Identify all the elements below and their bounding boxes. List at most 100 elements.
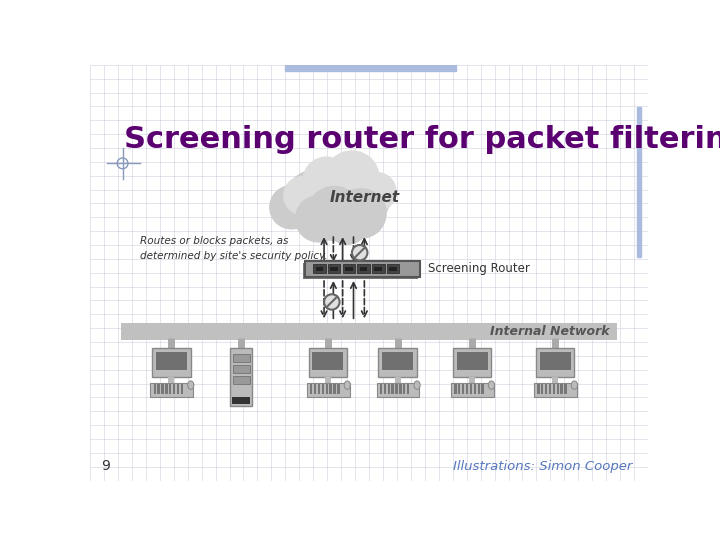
Bar <box>560 384 563 394</box>
Bar <box>454 384 456 394</box>
Bar <box>549 384 551 394</box>
Circle shape <box>285 170 344 229</box>
Bar <box>165 384 168 394</box>
Bar <box>462 384 464 394</box>
Bar <box>158 384 160 394</box>
Bar <box>233 354 250 362</box>
Text: Screening router for packet filtering: Screening router for packet filtering <box>124 125 720 154</box>
Text: Routes or blocks packets, as
determined by site's security policy.: Routes or blocks packets, as determined … <box>140 236 328 260</box>
Circle shape <box>325 201 369 244</box>
Bar <box>545 384 547 394</box>
Bar <box>469 377 475 383</box>
Bar <box>539 352 570 370</box>
Bar <box>303 264 418 279</box>
Ellipse shape <box>488 381 495 389</box>
Bar <box>378 348 417 377</box>
Bar <box>318 384 320 394</box>
Bar <box>534 383 577 397</box>
Bar <box>233 365 250 373</box>
Bar <box>389 267 397 271</box>
Circle shape <box>346 179 389 222</box>
Bar <box>360 267 367 271</box>
Bar <box>466 384 468 394</box>
Bar <box>314 384 316 394</box>
Ellipse shape <box>414 381 420 389</box>
Bar <box>458 384 461 394</box>
Bar <box>156 352 187 370</box>
Bar <box>337 384 340 394</box>
Bar <box>153 384 156 394</box>
Bar <box>230 348 252 406</box>
Bar <box>399 384 402 394</box>
Bar <box>395 377 401 383</box>
Bar <box>152 348 191 377</box>
Bar <box>552 377 558 383</box>
Bar <box>322 384 324 394</box>
Circle shape <box>336 189 386 238</box>
Bar <box>637 107 641 257</box>
Bar <box>541 384 544 394</box>
Bar <box>456 352 487 370</box>
Bar <box>345 267 353 271</box>
Bar <box>392 384 394 394</box>
Bar <box>325 384 328 394</box>
Bar <box>536 348 575 377</box>
Bar <box>553 384 555 394</box>
Ellipse shape <box>344 381 351 389</box>
Bar <box>372 264 384 273</box>
Circle shape <box>352 245 367 260</box>
Bar <box>537 384 539 394</box>
Bar <box>315 267 323 271</box>
Bar <box>333 384 336 394</box>
Bar <box>161 384 163 394</box>
Bar <box>305 261 420 276</box>
Text: Internal Network: Internal Network <box>490 325 609 338</box>
Circle shape <box>325 151 379 205</box>
Bar <box>150 383 193 397</box>
Bar <box>168 377 174 383</box>
Bar <box>453 348 492 377</box>
Bar <box>384 384 386 394</box>
Bar <box>343 264 355 273</box>
Bar <box>451 383 494 397</box>
Text: 9: 9 <box>101 459 109 473</box>
Bar <box>557 384 559 394</box>
Bar <box>387 264 399 273</box>
Bar <box>232 397 251 404</box>
Bar <box>374 267 382 271</box>
Text: Screening Router: Screening Router <box>428 262 530 275</box>
Bar <box>382 352 413 370</box>
Bar <box>169 384 171 394</box>
Ellipse shape <box>571 381 577 389</box>
Bar <box>328 264 341 273</box>
Bar <box>387 384 390 394</box>
Bar <box>325 377 331 383</box>
Bar <box>564 384 567 394</box>
Bar <box>395 384 397 394</box>
Bar <box>181 384 183 394</box>
Bar <box>307 383 350 397</box>
Bar <box>121 323 617 340</box>
Bar <box>177 384 179 394</box>
Text: Illustrations: Simon Cooper: Illustrations: Simon Cooper <box>453 460 632 473</box>
Circle shape <box>307 186 361 240</box>
Bar <box>477 384 480 394</box>
Bar <box>173 384 175 394</box>
Bar <box>482 384 484 394</box>
Circle shape <box>284 177 323 215</box>
Bar <box>380 384 382 394</box>
Circle shape <box>324 294 340 309</box>
Bar <box>407 384 409 394</box>
Bar <box>312 352 343 370</box>
Ellipse shape <box>188 381 194 389</box>
Bar <box>357 264 370 273</box>
Circle shape <box>295 195 342 242</box>
Bar <box>233 376 250 383</box>
Circle shape <box>270 186 313 229</box>
Bar <box>313 264 325 273</box>
Text: Internet: Internet <box>330 190 400 205</box>
Bar <box>309 348 347 377</box>
Bar <box>377 383 419 397</box>
Bar <box>285 65 456 71</box>
Bar <box>474 384 476 394</box>
